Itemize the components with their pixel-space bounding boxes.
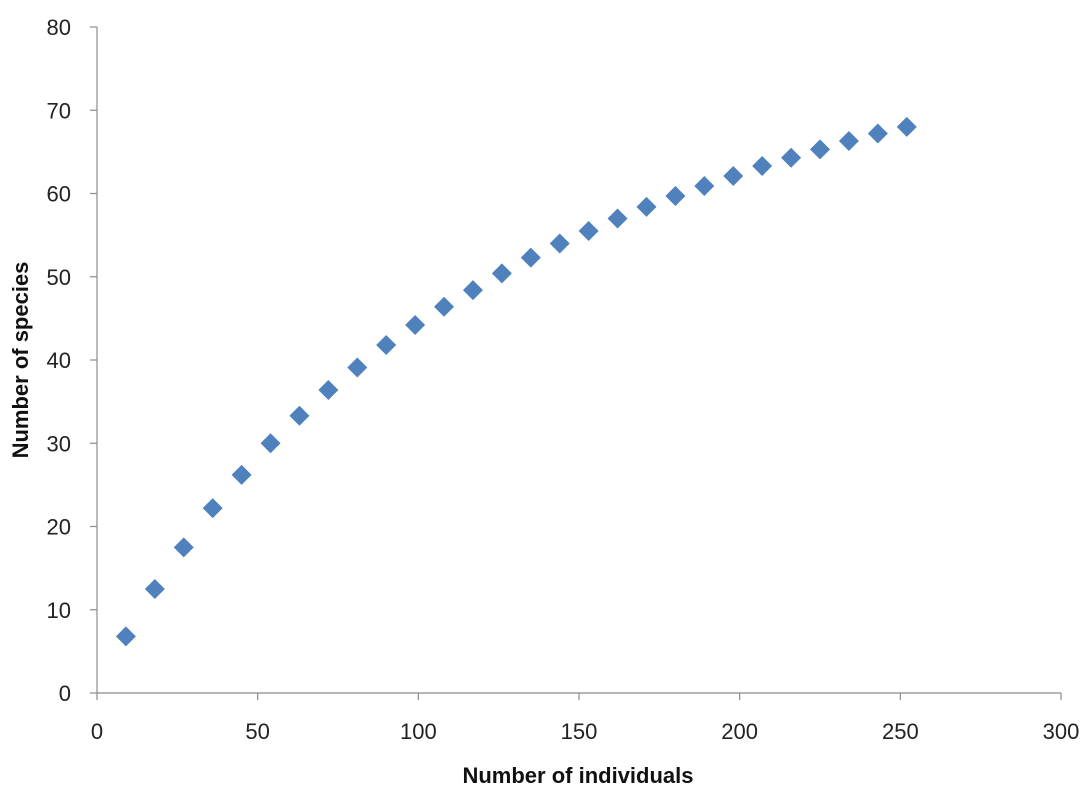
data-point: [462, 280, 483, 301]
x-tick-label: 50: [245, 719, 269, 744]
data-point: [376, 335, 397, 356]
x-tick-label: 250: [882, 719, 919, 744]
data-point: [636, 196, 657, 217]
data-point: [202, 498, 223, 519]
y-tick-label: 70: [47, 98, 71, 123]
data-point: [173, 537, 194, 558]
y-axis-title: Number of species: [8, 262, 33, 459]
data-points: [115, 116, 917, 647]
data-point: [434, 296, 455, 317]
ticks: 0 10 20 30 40 50 60 70 80 0 50 100 150 200 250 300: [47, 15, 1080, 744]
y-tick-label: 80: [47, 15, 71, 40]
y-tick-label: 20: [47, 515, 71, 540]
x-axis-title: Number of individuals: [462, 763, 693, 787]
data-point: [694, 176, 715, 197]
data-point: [231, 464, 252, 485]
data-point: [665, 185, 686, 206]
x-tick-label: 0: [91, 719, 103, 744]
data-point: [838, 131, 859, 152]
data-point: [896, 116, 917, 137]
x-tick-label: 300: [1043, 719, 1080, 744]
data-point: [752, 156, 773, 177]
data-point: [810, 139, 830, 160]
x-tick-label: 200: [721, 719, 758, 744]
data-point: [318, 379, 339, 400]
data-point: [549, 233, 570, 254]
data-point: [144, 578, 165, 599]
data-point: [347, 357, 368, 378]
x-tick-label: 150: [561, 719, 598, 744]
data-point: [723, 166, 744, 187]
data-point: [405, 315, 426, 336]
y-tick-label: 30: [47, 431, 71, 456]
y-tick-label: 0: [59, 681, 71, 706]
y-tick-label: 50: [47, 265, 71, 290]
data-point: [115, 626, 136, 647]
data-point: [289, 405, 310, 426]
data-point: [260, 433, 281, 454]
y-tick-label: 40: [47, 348, 71, 373]
data-point: [607, 208, 628, 229]
y-tick-label: 10: [47, 598, 71, 623]
data-point: [781, 147, 802, 168]
y-tick-label: 60: [47, 182, 71, 207]
data-point: [867, 123, 888, 144]
x-tick-label: 100: [400, 719, 437, 744]
data-point: [578, 220, 599, 241]
data-point: [491, 263, 512, 284]
data-point: [520, 247, 541, 268]
